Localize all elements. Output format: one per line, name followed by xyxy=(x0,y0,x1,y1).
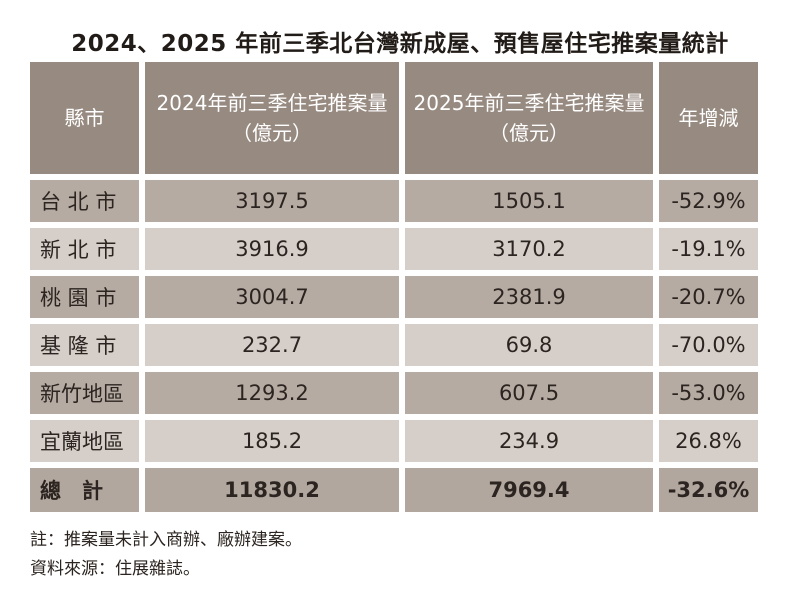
header-label-2024-line1: 2024年前三季住宅推案量 xyxy=(156,91,388,115)
table-row-taipei: 台 北 市 3197.5 1505.1 -52.9% xyxy=(30,180,770,222)
note-line-1: 註：推案量未計入商辦、廠辦建案。 xyxy=(30,530,302,550)
cell-amount-2024: 3916.9 xyxy=(145,228,399,270)
table-row-hsinchu: 新竹地區 1293.2 607.5 -53.0% xyxy=(30,372,770,414)
header-row: 縣市 2024年前三季住宅推案量 （億元） 2025年前三季住宅推案量 （億元）… xyxy=(30,62,770,174)
footnotes: 註：推案量未計入商辦、廠辦建案。 資料來源：住展雜誌。 xyxy=(30,526,302,584)
table-row-keelung: 基 隆 市 232.7 69.8 -70.0% xyxy=(30,324,770,366)
cell-yoy-change: 26.8% xyxy=(659,420,758,462)
cell-amount-2024: 1293.2 xyxy=(145,372,399,414)
header-label-yoy: 年增減 xyxy=(678,106,739,130)
cell-amount-2024: 185.2 xyxy=(145,420,399,462)
cell-region: 基 隆 市 xyxy=(30,324,139,366)
total-row: 總 計 11830.2 7969.4 -32.6% xyxy=(30,468,770,512)
header-label-2024-line2: （億元） xyxy=(232,121,312,145)
cell-region: 桃 園 市 xyxy=(30,276,139,318)
cell-amount-2024: 3004.7 xyxy=(145,276,399,318)
table-row-taoyuan: 桃 園 市 3004.7 2381.9 -20.7% xyxy=(30,276,770,318)
cell-yoy-change: -19.1% xyxy=(659,228,758,270)
header-label-2025-line1: 2025年前三季住宅推案量 xyxy=(413,91,645,115)
chart-title: 2024、2025 年前三季北台灣新成屋、預售屋住宅推案量統計 xyxy=(71,31,729,57)
table-row-yilan: 宜蘭地區 185.2 234.9 26.8% xyxy=(30,420,770,462)
cell-amount-2025: 234.9 xyxy=(405,420,653,462)
cell-yoy-change: -53.0% xyxy=(659,372,758,414)
cell-yoy-change: -70.0% xyxy=(659,324,758,366)
data-table: 縣市 2024年前三季住宅推案量 （億元） 2025年前三季住宅推案量 （億元）… xyxy=(30,62,770,512)
cell-amount-2025: 1505.1 xyxy=(405,180,653,222)
cell-total-yoy: -32.6% xyxy=(659,468,758,512)
cell-total-2025: 7969.4 xyxy=(405,468,653,512)
cell-amount-2025: 3170.2 xyxy=(405,228,653,270)
table-row-new-taipei: 新 北 市 3916.9 3170.2 -19.1% xyxy=(30,228,770,270)
header-cell-region: 縣市 xyxy=(30,62,139,174)
cell-region: 新 北 市 xyxy=(30,228,139,270)
cell-yoy-change: -20.7% xyxy=(659,276,758,318)
header-cell-yoy: 年增減 xyxy=(659,62,758,174)
cell-total-label: 總 計 xyxy=(30,468,139,512)
cell-region: 台 北 市 xyxy=(30,180,139,222)
cell-total-2024: 11830.2 xyxy=(145,468,399,512)
header-cell-2025: 2025年前三季住宅推案量 （億元） xyxy=(405,62,653,174)
cell-amount-2024: 3197.5 xyxy=(145,180,399,222)
header-cell-2024: 2024年前三季住宅推案量 （億元） xyxy=(145,62,399,174)
cell-region: 宜蘭地區 xyxy=(30,420,139,462)
cell-amount-2025: 69.8 xyxy=(405,324,653,366)
header-label-2025-line2: （億元） xyxy=(489,121,569,145)
cell-amount-2025: 607.5 xyxy=(405,372,653,414)
cell-yoy-change: -52.9% xyxy=(659,180,758,222)
cell-amount-2025: 2381.9 xyxy=(405,276,653,318)
cell-amount-2024: 232.7 xyxy=(145,324,399,366)
note-line-2: 資料來源：住展雜誌。 xyxy=(30,559,200,579)
header-label-region: 縣市 xyxy=(64,106,105,130)
cell-region: 新竹地區 xyxy=(30,372,139,414)
